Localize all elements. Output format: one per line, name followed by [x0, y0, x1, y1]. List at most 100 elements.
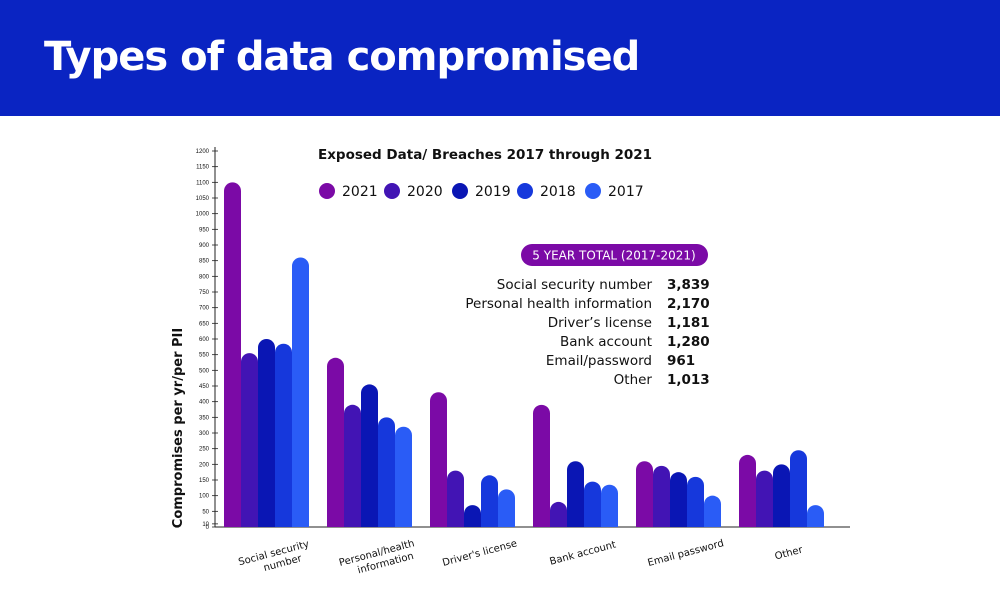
bar-2018	[687, 476, 704, 527]
bar-2021	[327, 357, 344, 527]
bar-2020	[756, 470, 773, 527]
totals-pill	[521, 244, 708, 266]
legend-marker-2020	[384, 183, 400, 199]
totals-item-value: 2,170	[667, 296, 710, 312]
x-category-label: Email password	[647, 538, 726, 569]
x-category-text: Email password	[647, 538, 726, 569]
bar-2018	[481, 475, 498, 527]
totals-item-value: 1,280	[667, 334, 710, 350]
y-tick-label: 200	[199, 462, 210, 468]
totals-item-label: Other	[614, 372, 653, 388]
y-tick-label: 100	[199, 494, 210, 500]
legend-marker-2017	[585, 183, 601, 199]
y-tick-label: 900	[199, 243, 210, 249]
y-tick-label: 500	[199, 368, 210, 374]
y-tick-label: 300	[199, 431, 210, 437]
totals-item-label: Driver’s license	[548, 315, 652, 331]
y-tick-label: 650	[199, 321, 210, 327]
totals-item-label: Email/password	[546, 353, 652, 369]
y-tick-label: 0	[206, 525, 210, 531]
bar-2020	[241, 353, 258, 527]
bar-2020	[344, 404, 361, 527]
bar-2017	[601, 484, 618, 527]
y-tick-label: 1150	[196, 165, 210, 171]
legend-label-2020: 2020	[407, 184, 443, 200]
bar-2019	[258, 339, 275, 527]
x-category-text: Other	[774, 544, 805, 562]
chart-legend: 2021 2020 2019 2018 2017	[319, 183, 644, 200]
x-category-label: Other	[774, 544, 805, 562]
bars-group	[224, 182, 824, 527]
y-tick-label: 350	[199, 415, 210, 421]
bar-2020	[550, 501, 567, 527]
page-title: Types of data compromised	[44, 34, 640, 80]
x-category-text: Driver's license	[441, 538, 518, 569]
y-tick-label: 1200	[196, 149, 210, 155]
y-tick-label: 1100	[196, 180, 210, 186]
legend-label-2019: 2019	[475, 184, 511, 200]
totals-item-label: Personal health information	[465, 296, 652, 312]
y-tick-label: 550	[199, 353, 210, 359]
legend-marker-2021	[319, 183, 335, 199]
y-tick-label: 800	[199, 274, 210, 280]
y-tick-label: 700	[199, 306, 210, 312]
totals-item-value: 961	[667, 353, 695, 369]
y-tick-label: 10	[202, 522, 209, 528]
totals-title: 5 YEAR TOTAL (2017-2021)	[532, 249, 695, 263]
y-tick-label: 750	[199, 290, 210, 296]
legend-label-2021: 2021	[342, 184, 378, 200]
bar-2021	[430, 392, 447, 527]
y-tick-label: 400	[199, 400, 210, 406]
y-tick-label: 1050	[196, 196, 210, 202]
x-category-label: Bank account	[549, 539, 618, 567]
bar-2021	[533, 404, 550, 527]
y-axis: 0105010015020025030035040045050055060065…	[196, 147, 850, 531]
y-tick-label: 1000	[196, 212, 210, 218]
bar-2020	[447, 470, 464, 527]
bar-2018	[584, 481, 601, 527]
bar-2017	[498, 489, 515, 527]
totals-item-value: 1,181	[667, 315, 710, 331]
header-banner: Types of data compromised	[0, 0, 1000, 116]
y-tick-label: 250	[199, 447, 210, 453]
breaches-bar-chart: Exposed Data/ Breaches 2017 through 2021…	[171, 147, 850, 576]
bar-2019	[670, 472, 687, 527]
bar-2019	[567, 461, 584, 527]
bar-2021	[636, 461, 653, 527]
bar-2017	[704, 495, 721, 527]
y-tick-label: 150	[199, 478, 210, 484]
y-axis-label: Compromises per yr/per PII	[171, 328, 186, 528]
bar-2018	[275, 343, 292, 527]
bar-2019	[464, 505, 481, 527]
y-tick-label: 850	[199, 259, 210, 265]
totals-item-label: Social security number	[497, 277, 653, 293]
bar-2021	[739, 454, 756, 527]
legend-marker-2019	[452, 183, 468, 199]
bar-2017	[395, 426, 412, 527]
y-tick-label: 950	[199, 227, 210, 233]
bar-2017	[807, 505, 824, 527]
legend-label-2018: 2018	[540, 184, 576, 200]
bar-2017	[292, 257, 309, 527]
totals-item-label: Bank account	[560, 334, 652, 350]
x-category-text: Bank account	[549, 539, 618, 567]
y-tick-label: 600	[199, 337, 210, 343]
legend-label-2017: 2017	[608, 184, 644, 200]
bar-2018	[790, 450, 807, 527]
bar-2020	[653, 465, 670, 527]
x-category-label: Driver's license	[441, 538, 518, 569]
totals-item-value: 1,013	[667, 372, 710, 388]
bar-2018	[378, 417, 395, 527]
legend-marker-2018	[517, 183, 533, 199]
bar-2021	[224, 182, 241, 527]
totals-panel: 5 YEAR TOTAL (2017-2021) Social security …	[465, 244, 710, 388]
totals-item-value: 3,839	[667, 277, 710, 293]
y-tick-label: 450	[199, 384, 210, 390]
bar-2019	[773, 464, 790, 527]
chart-title: Exposed Data/ Breaches 2017 through 2021	[318, 147, 652, 163]
bar-2019	[361, 384, 378, 527]
y-tick-label: 50	[202, 509, 209, 515]
